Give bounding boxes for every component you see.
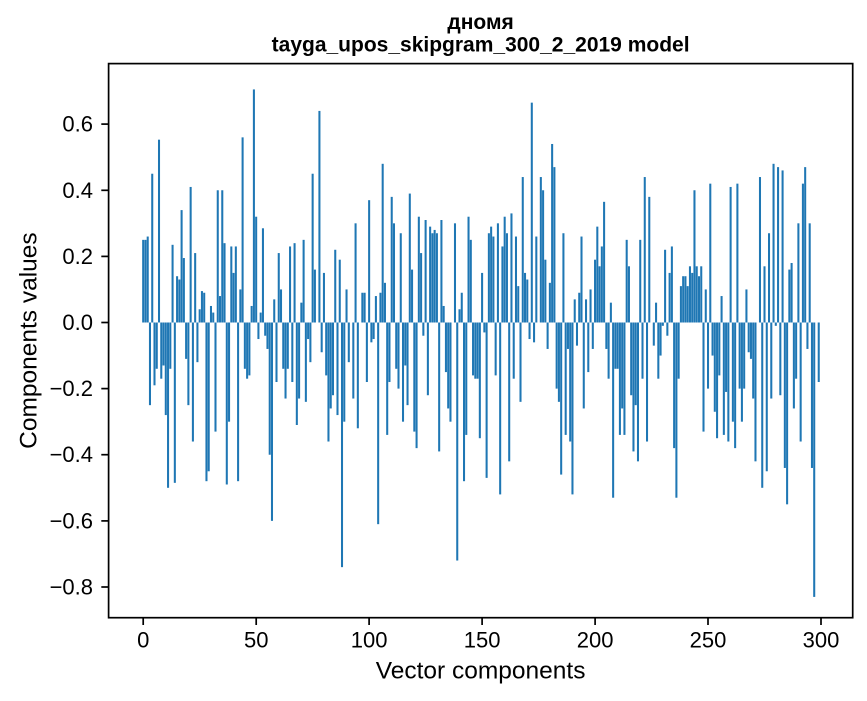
svg-text:−0.8: −0.8 xyxy=(50,575,93,600)
svg-text:дномя: дномя xyxy=(447,11,513,34)
svg-text:0.0: 0.0 xyxy=(62,310,93,335)
svg-text:200: 200 xyxy=(577,628,614,653)
svg-text:0.6: 0.6 xyxy=(62,112,93,137)
svg-text:250: 250 xyxy=(690,628,727,653)
svg-text:300: 300 xyxy=(803,628,840,653)
svg-text:−0.4: −0.4 xyxy=(50,442,93,467)
svg-text:0: 0 xyxy=(137,628,149,653)
svg-text:−0.6: −0.6 xyxy=(50,508,93,533)
svg-text:Vector components: Vector components xyxy=(376,658,586,685)
svg-text:Components values: Components values xyxy=(16,232,43,449)
svg-text:0.2: 0.2 xyxy=(62,244,93,269)
svg-text:50: 50 xyxy=(244,628,268,653)
svg-text:0.4: 0.4 xyxy=(62,178,93,203)
svg-text:−0.2: −0.2 xyxy=(50,376,93,401)
svg-text:100: 100 xyxy=(351,628,388,653)
svg-text:150: 150 xyxy=(464,628,501,653)
svg-text:tayga_upos_skipgram_300_2_2019: tayga_upos_skipgram_300_2_2019 model xyxy=(272,34,690,57)
